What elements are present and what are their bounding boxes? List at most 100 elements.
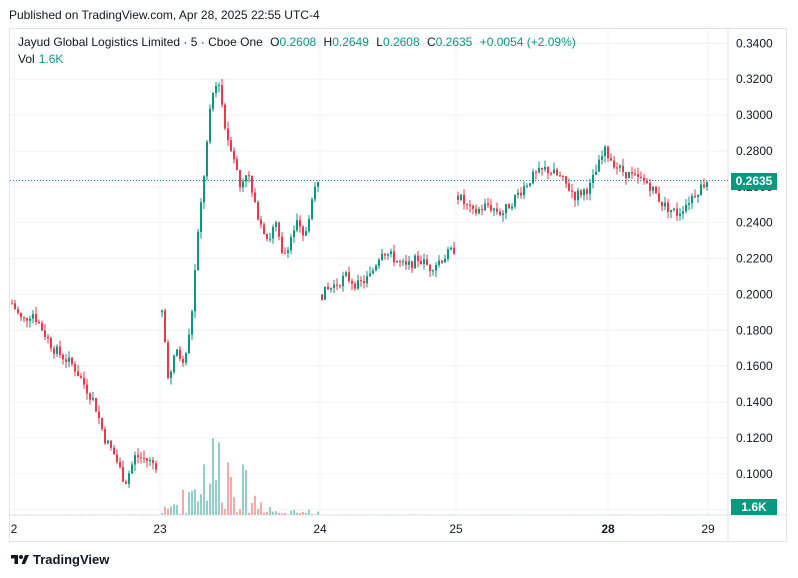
candle-body [450, 247, 452, 250]
candle-body [92, 398, 94, 400]
candle-body [275, 222, 277, 228]
candle-body [420, 260, 422, 264]
volume-bar [191, 490, 193, 515]
candle-body [580, 190, 582, 196]
candle-body [447, 249, 449, 259]
volume-bar [290, 510, 292, 515]
candle-body [164, 310, 166, 343]
candle-body [20, 312, 22, 318]
volume-bar [176, 505, 178, 515]
candle-body [278, 222, 280, 237]
candle-body [296, 220, 298, 231]
candle-body [502, 213, 504, 216]
symbol-title: Jayud Global Logistics Limited · 5 · Cbo… [18, 35, 263, 49]
candle-body [269, 238, 271, 240]
candle-body [598, 159, 600, 172]
candle-body [487, 203, 489, 206]
candle-body [631, 172, 633, 174]
candle-body [62, 354, 64, 360]
candle-body [357, 280, 359, 289]
volume-bar [203, 464, 205, 515]
footer: TradingView [10, 552, 109, 567]
candle-body [565, 176, 567, 184]
candle-body [381, 253, 383, 260]
volume-bar [221, 502, 223, 515]
price-chart[interactable]: 0.34000.32000.30000.28000.26000.24000.22… [10, 29, 787, 542]
volume-bar [173, 504, 175, 515]
candle-body [694, 195, 696, 197]
candle-body [613, 160, 615, 168]
candle-body [369, 273, 371, 277]
candle-body [53, 348, 55, 354]
candle-body [248, 175, 250, 177]
volume-bar [269, 507, 271, 515]
candle-body [182, 358, 184, 363]
candle-body [466, 204, 468, 206]
volume-bar [209, 483, 211, 515]
candle-body [399, 260, 401, 262]
last-price-badge: 0.2635 [731, 172, 777, 190]
candle-body [197, 231, 199, 271]
volume-bar [281, 513, 283, 515]
close-value: 0.2635 [435, 35, 473, 49]
candle-body [363, 281, 365, 284]
candle-body [586, 189, 588, 194]
volume-bar [206, 500, 208, 515]
candle-body [345, 272, 347, 276]
candle-body [245, 175, 247, 182]
candle-body [372, 270, 374, 274]
candle-body [41, 323, 43, 331]
candle-body [667, 202, 669, 213]
candle-body [17, 309, 19, 313]
volume-bar [305, 512, 307, 515]
y-tick-label: 0.1200 [736, 431, 773, 445]
candle-body [336, 284, 338, 286]
candle-body [595, 171, 597, 175]
candle-body [122, 466, 124, 482]
candle-body [562, 175, 564, 177]
candle-body [188, 334, 190, 354]
candle-body [571, 190, 573, 192]
tradingview-logo-icon [11, 554, 29, 564]
candle-body [203, 176, 205, 203]
candle-body [553, 169, 555, 174]
candle-body [131, 464, 133, 474]
candle-body [697, 195, 699, 197]
candle-body [478, 209, 480, 214]
candle-body [236, 159, 238, 170]
low-label: L [376, 35, 383, 49]
volume-bar [278, 512, 280, 515]
candle-body [691, 195, 693, 204]
candle-body [71, 357, 73, 365]
candle-body [499, 211, 501, 216]
volume-bar [275, 511, 277, 515]
candle-body [622, 165, 624, 173]
y-tick-label: 0.3000 [736, 108, 773, 122]
candle-body [523, 186, 525, 196]
candle-body [685, 204, 687, 212]
candle-body [625, 172, 627, 179]
candle-body [601, 156, 603, 160]
candle-body [444, 258, 446, 263]
volume-bar [170, 506, 172, 515]
candle-body [526, 185, 528, 187]
y-tick-label: 0.2400 [736, 216, 773, 230]
volume-badge: 1.6K [731, 499, 777, 515]
candle-body [646, 180, 648, 184]
candle-body [432, 270, 434, 272]
candle-body [592, 174, 594, 183]
candle-body [149, 460, 151, 462]
ohlc-legend: Jayud Global Logistics Limited · 5 · Cbo… [18, 35, 576, 49]
candle-body [107, 440, 109, 444]
candle-body [321, 294, 323, 300]
candle-body [652, 186, 654, 191]
close-label: C [426, 35, 436, 49]
candle-body [396, 260, 398, 263]
candle-body [215, 85, 217, 93]
candle-body [411, 261, 413, 269]
y-tick-label: 0.2800 [736, 144, 773, 158]
candle-body [529, 183, 531, 186]
candle-body [179, 349, 181, 359]
candle-body [330, 287, 332, 290]
y-tick-label: 0.1800 [736, 323, 773, 337]
